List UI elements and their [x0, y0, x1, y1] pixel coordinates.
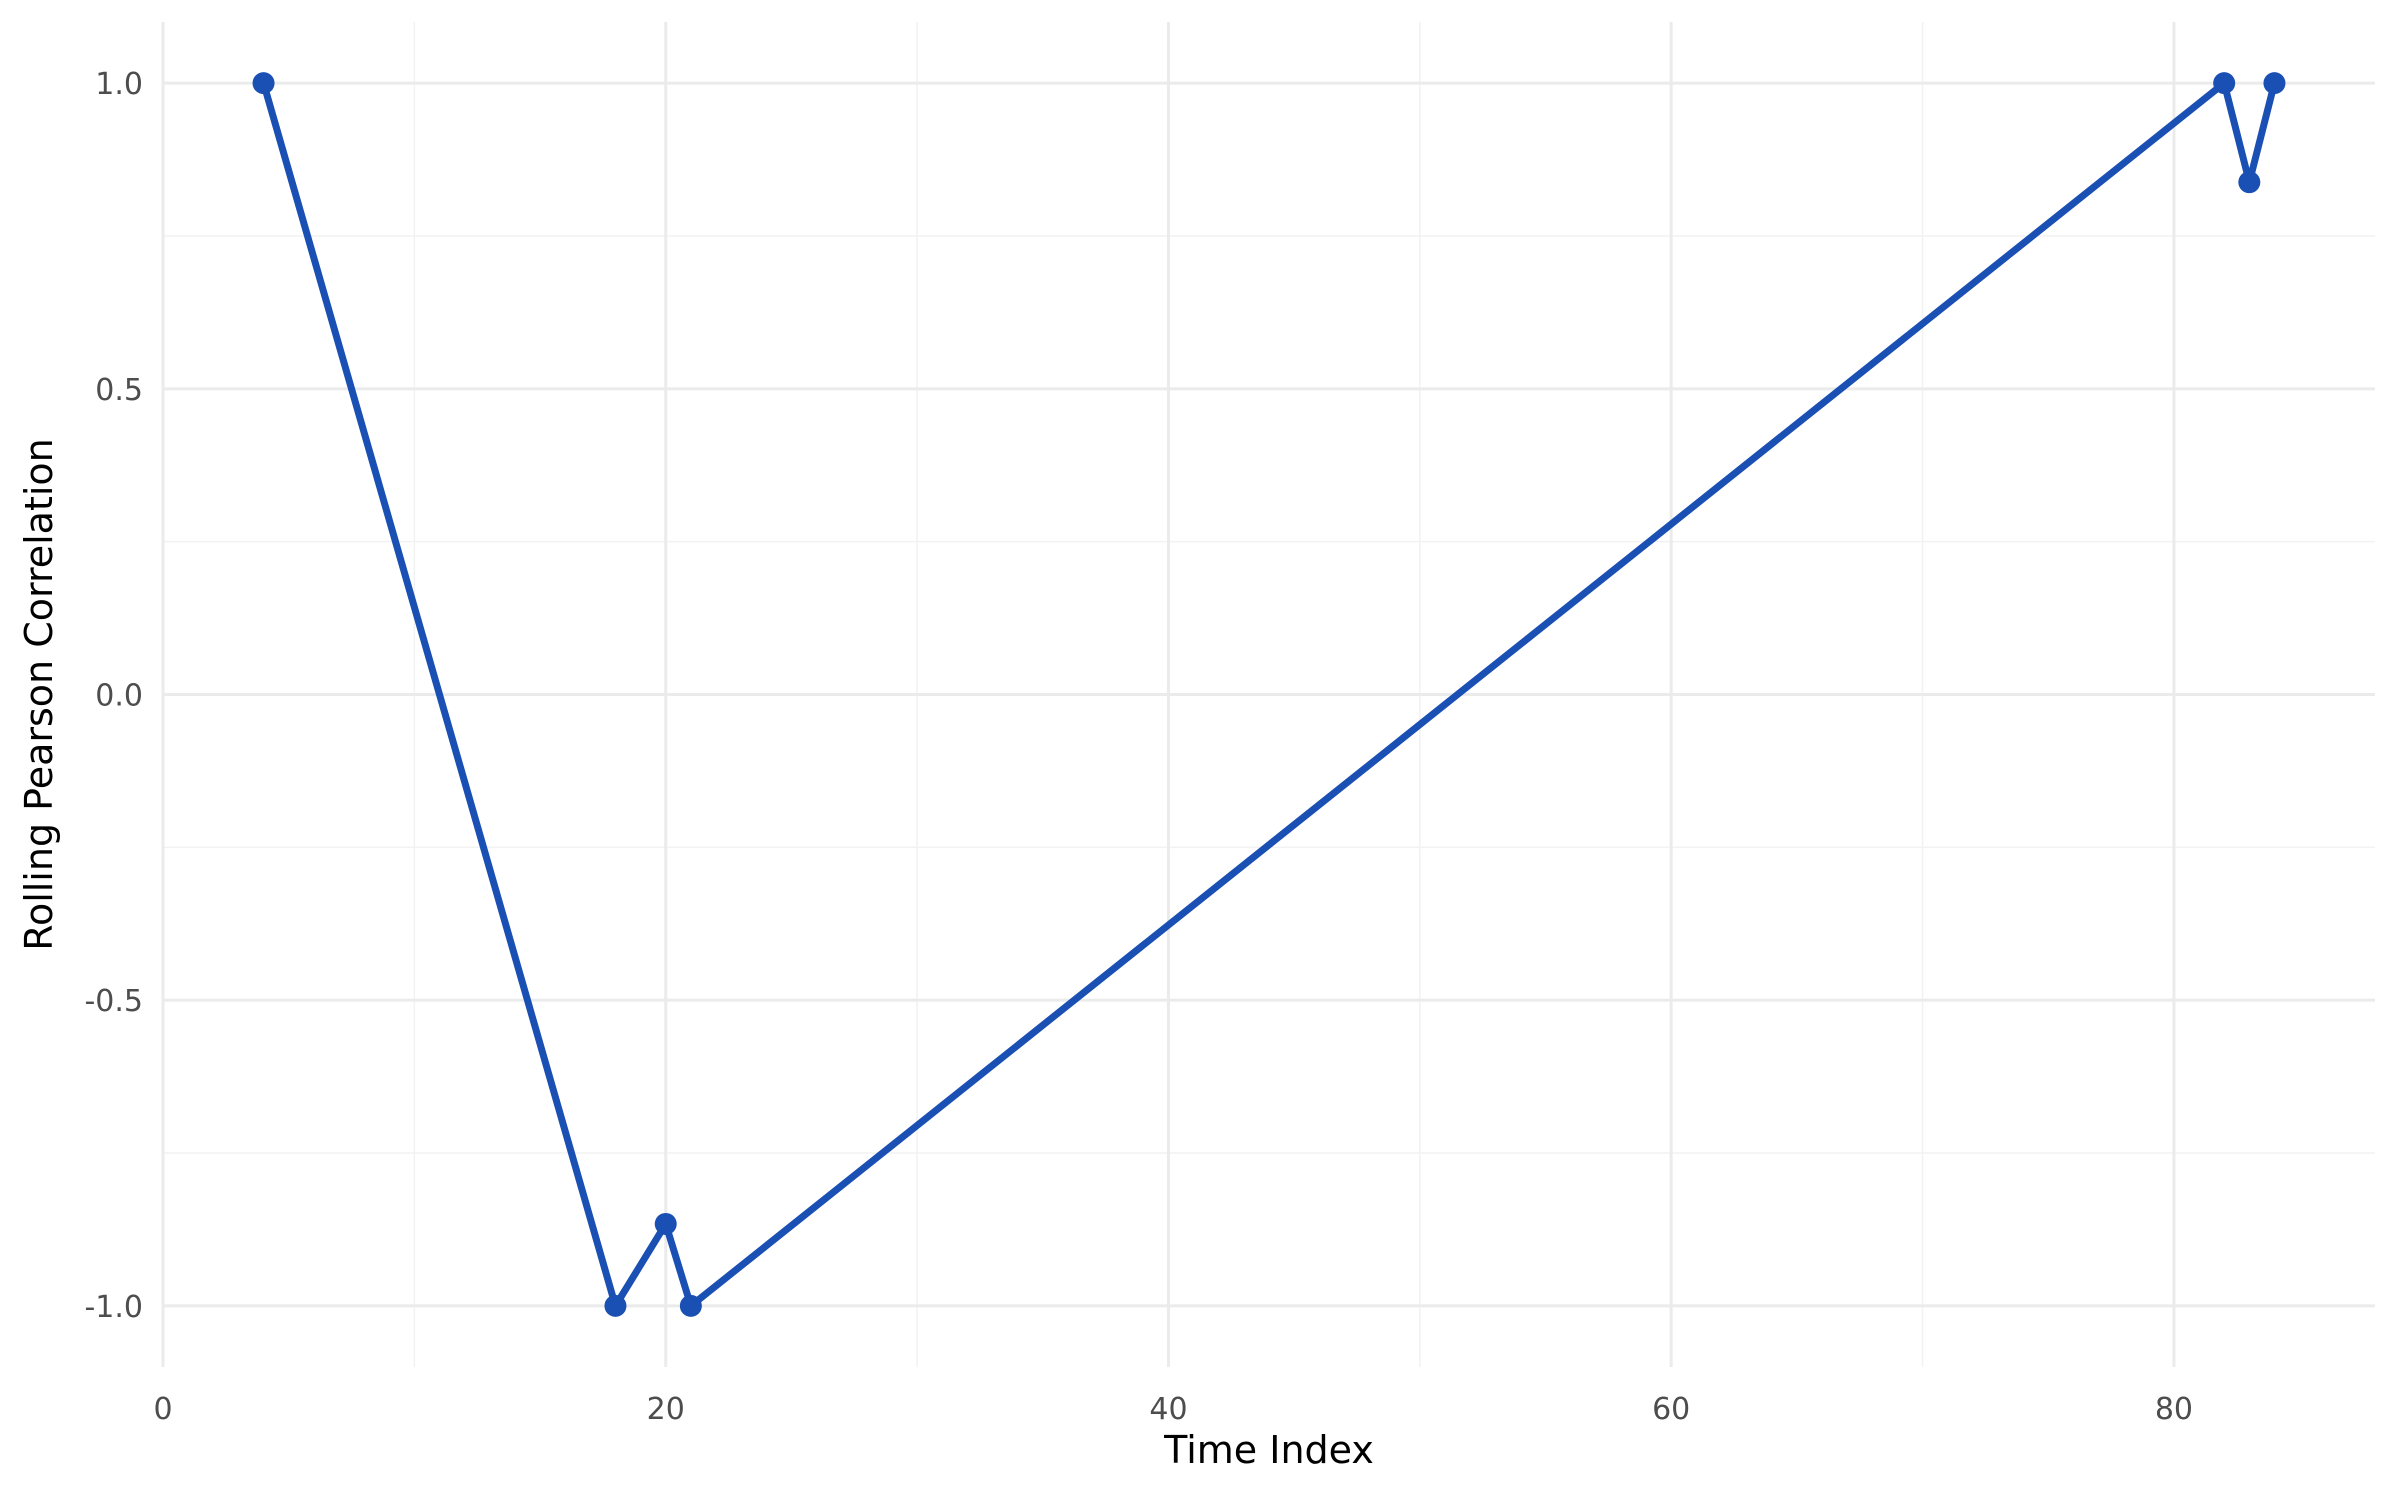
- y-axis-title: Rolling Pearson Correlation: [17, 438, 61, 951]
- data-point: [2263, 72, 2286, 95]
- y-tick-label: 1.0: [95, 67, 143, 102]
- data-point: [2213, 72, 2236, 95]
- y-tick-label: -0.5: [84, 984, 143, 1019]
- x-tick-label: 0: [153, 1392, 172, 1427]
- x-tick-label: 40: [1149, 1392, 1187, 1427]
- x-tick-label: 80: [2155, 1392, 2193, 1427]
- series-layer: [252, 72, 2286, 1317]
- grid-layer: [161, 22, 2375, 1367]
- x-tick-label: 20: [647, 1392, 685, 1427]
- x-tick-label: 60: [1652, 1392, 1690, 1427]
- data-point: [654, 1212, 677, 1235]
- data-point: [679, 1294, 702, 1317]
- y-tick-label: 0.0: [95, 679, 143, 714]
- y-tick-label: 0.5: [95, 373, 143, 408]
- data-point: [2238, 171, 2261, 194]
- data-point: [604, 1294, 627, 1317]
- tick-labels: 0 20 40 60 80 -1.0 -0.5 0.0 0.5 1.0: [84, 67, 2193, 1427]
- y-tick-label: -1.0: [84, 1290, 143, 1325]
- data-point: [252, 72, 275, 95]
- x-axis-title: Time Index: [1163, 1428, 1374, 1472]
